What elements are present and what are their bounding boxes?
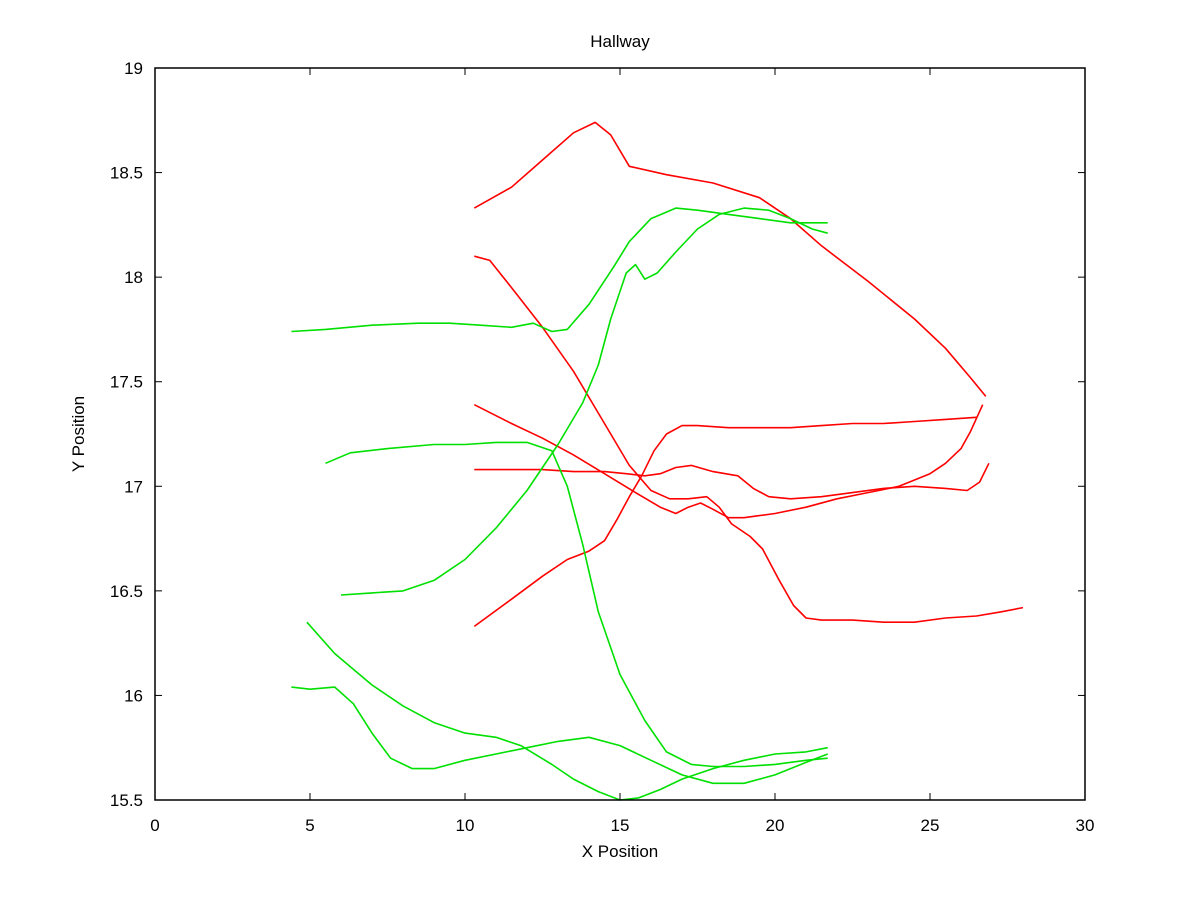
x-tick-label: 0 — [150, 816, 159, 835]
x-tick-label: 25 — [921, 816, 940, 835]
x-tick-label: 5 — [305, 816, 314, 835]
series-line-red-3 — [473, 403, 984, 519]
y-axis: 15.5 16 16.5 17 17.5 18 18.5 19 — [110, 59, 1085, 810]
series-line-red-5 — [473, 416, 977, 628]
y-tick-label: 15.5 — [110, 791, 143, 810]
series-line-red-4 — [474, 462, 990, 500]
series-line-green-8 — [325, 441, 828, 768]
y-tick-label: 17.5 — [110, 373, 143, 392]
x-axis: 0 5 10 15 20 25 30 — [150, 68, 1094, 835]
x-tick-label: 30 — [1076, 816, 1095, 835]
series-line-green-9 — [291, 686, 828, 785]
y-tick-label: 19 — [124, 59, 143, 78]
x-tick-label: 20 — [766, 816, 785, 835]
y-axis-label: Y Position — [69, 396, 88, 472]
x-tick-label: 15 — [611, 816, 630, 835]
series-line-green-10 — [306, 621, 828, 801]
y-tick-label: 18.5 — [110, 164, 143, 183]
y-tick-label: 16.5 — [110, 582, 143, 601]
x-axis-label: X Position — [582, 842, 659, 861]
y-tick-label: 17 — [124, 477, 143, 496]
plot-lines — [291, 121, 1024, 801]
y-tick-label: 16 — [124, 686, 143, 705]
series-line-green-7 — [340, 207, 828, 596]
y-tick-label: 18 — [124, 268, 143, 287]
series-line-red-2 — [474, 255, 1024, 624]
series-line-red-1 — [473, 121, 987, 397]
x-tick-label: 10 — [456, 816, 475, 835]
chart-title: Hallway — [590, 32, 650, 51]
